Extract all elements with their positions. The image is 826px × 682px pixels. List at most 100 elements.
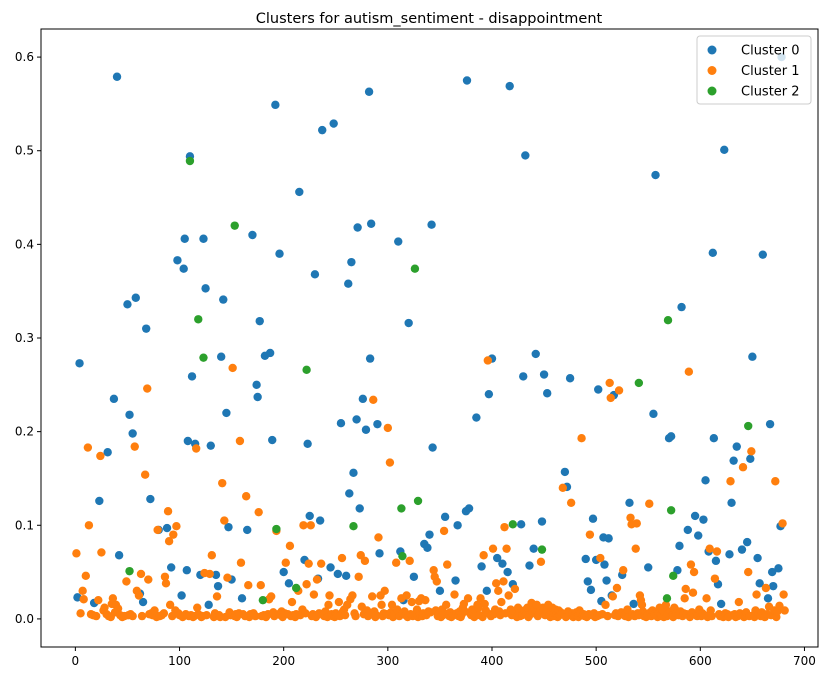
point <box>666 432 676 441</box>
point <box>425 530 434 539</box>
point <box>255 316 264 326</box>
point <box>439 526 449 536</box>
point <box>143 384 152 393</box>
point <box>428 443 437 452</box>
point <box>472 413 481 422</box>
point <box>349 468 358 478</box>
point <box>440 512 450 522</box>
point <box>177 591 186 600</box>
point <box>699 515 708 524</box>
point <box>351 611 360 621</box>
point <box>287 597 297 607</box>
point <box>194 315 203 324</box>
point <box>560 467 570 477</box>
point <box>711 556 721 566</box>
point <box>353 223 362 232</box>
point <box>684 367 694 376</box>
point <box>361 425 371 434</box>
point <box>271 100 280 110</box>
point <box>451 576 460 585</box>
point <box>125 410 134 419</box>
point <box>619 566 628 575</box>
point <box>368 592 377 601</box>
point <box>79 595 88 604</box>
point <box>94 595 103 605</box>
point <box>763 594 773 603</box>
point <box>336 419 346 428</box>
point <box>125 566 134 576</box>
point <box>212 592 222 601</box>
point <box>600 560 609 569</box>
point <box>213 581 223 591</box>
point <box>497 597 506 607</box>
point <box>377 600 386 610</box>
point <box>581 554 590 564</box>
point <box>421 595 430 605</box>
point <box>333 569 343 579</box>
point <box>284 579 294 588</box>
point <box>316 559 326 568</box>
point <box>614 386 624 395</box>
point <box>236 558 246 567</box>
point <box>159 609 169 618</box>
point <box>95 496 104 506</box>
point <box>123 300 132 309</box>
point <box>746 454 755 463</box>
point <box>583 577 593 586</box>
point <box>479 551 488 560</box>
point <box>402 591 411 600</box>
point <box>752 590 761 599</box>
point <box>629 599 638 609</box>
point <box>385 458 395 467</box>
point <box>453 521 462 530</box>
point <box>604 534 613 543</box>
point <box>243 525 252 535</box>
point <box>244 581 253 590</box>
point <box>543 389 552 398</box>
point <box>182 566 192 575</box>
point <box>162 523 172 533</box>
point <box>423 543 432 552</box>
point <box>275 249 284 258</box>
point <box>354 572 363 581</box>
legend-label: Cluster 0 <box>741 44 800 59</box>
point <box>413 496 423 506</box>
point <box>96 451 105 461</box>
point <box>474 603 483 612</box>
point <box>364 87 374 96</box>
point <box>738 463 748 472</box>
point <box>710 574 720 583</box>
point <box>484 389 494 399</box>
y-tick-label: 0.1 <box>15 518 34 532</box>
legend-marker <box>707 45 717 55</box>
point <box>172 522 181 531</box>
point <box>661 600 671 610</box>
point <box>577 433 586 443</box>
point <box>325 591 334 600</box>
point <box>498 559 507 568</box>
legend: Cluster 0 Cluster 1 Cluster 2 <box>696 35 812 105</box>
point <box>72 549 81 558</box>
point <box>372 610 381 620</box>
legend-label: Cluster 1 <box>741 64 800 79</box>
point <box>329 119 338 128</box>
point <box>365 354 375 363</box>
y-tick-label: 0.4 <box>15 237 34 251</box>
x-tick-label: 700 <box>793 654 816 668</box>
point <box>537 517 547 526</box>
point <box>83 443 93 452</box>
point <box>324 600 333 610</box>
point <box>663 316 673 325</box>
point <box>191 444 201 453</box>
point <box>374 533 383 542</box>
point <box>566 498 576 507</box>
point <box>183 436 193 446</box>
legend-marker <box>707 86 717 96</box>
point <box>160 572 170 581</box>
point <box>404 318 413 328</box>
point <box>265 348 275 358</box>
point <box>318 125 327 135</box>
point <box>349 522 358 531</box>
point <box>383 423 393 433</box>
